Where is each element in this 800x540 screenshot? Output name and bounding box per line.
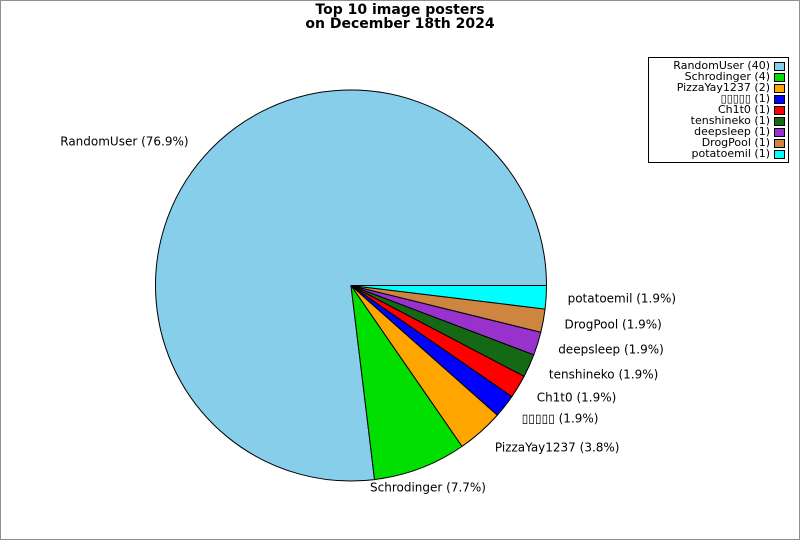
chart-title: Top 10 image posters on December 18th 20… [1,3,799,31]
legend: RandomUser (40) Schrodinger (4) PizzaYay12… [648,57,789,163]
legend-item-0: RandomUser (40) [651,59,786,72]
legend-item-3: ▯▯▯▯▯ (1) [651,92,786,105]
pie-label-2: PizzaYay1237 (3.8%) [494,440,620,455]
pie-label-3: ▯▯▯▯▯ (1.9%) [521,411,599,426]
legend-label-3: ▯▯▯▯▯ (1) [720,92,770,105]
legend-item-8: potatoemil (1) [651,147,786,160]
legend-item-4: Ch1t0 (1) [651,103,786,116]
legend-label-2: PizzaYay1237 (2) [676,81,770,94]
legend-label-8: potatoemil (1) [691,147,770,160]
legend-swatch-1 [774,72,785,82]
pie-slice-8 [350,285,547,310]
legend-swatch-7 [774,138,785,148]
legend-item-5: tenshineko (1) [651,114,786,127]
legend-swatch-3 [774,94,785,104]
legend-label-7: DrogPool (1) [701,136,770,149]
pie-label-5: tenshineko (1.9%) [548,367,659,382]
legend-label-6: deepsleep (1) [694,125,770,138]
legend-label-1: Schrodinger (4) [684,70,770,83]
legend-swatch-5 [774,116,785,126]
legend-label-4: Ch1t0 (1) [717,103,770,116]
legend-label-0: RandomUser (40) [673,59,770,72]
pie-label-0: RandomUser (76.9%) [60,134,189,149]
legend-item-7: DrogPool (1) [651,136,786,149]
legend-swatch-4 [774,105,785,115]
legend-item-6: deepsleep (1) [651,125,786,138]
legend-item-2: PizzaYay1237 (2) [651,81,786,94]
pie-label-4: Ch1t0 (1.9%) [536,390,617,405]
pie-label-1: Schrodinger (7.7%) [370,480,486,495]
pie-slice-1 [350,285,463,481]
legend-swatch-8 [774,149,785,159]
legend-item-1: Schrodinger (4) [651,70,786,83]
pie-slice-0 [155,89,547,482]
legend-swatch-0 [774,61,785,71]
legend-swatch-2 [774,83,785,93]
legend-label-5: tenshineko (1) [690,114,770,127]
chart-title-line1: Top 10 image posters [315,2,485,18]
pie-label-6: deepsleep (1.9%) [558,342,664,357]
legend-swatch-6 [774,127,785,137]
pie-label-8: potatoemil (1.9%) [567,291,677,306]
chart-title-line2: on December 18th 2024 [305,16,495,32]
pie-label-7: DrogPool (1.9%) [564,317,662,332]
